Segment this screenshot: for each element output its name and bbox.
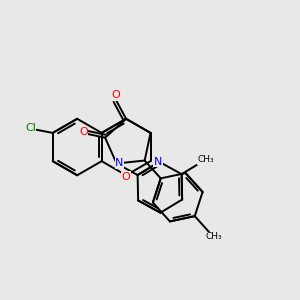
Text: O: O [79, 127, 88, 137]
Text: CH₃: CH₃ [197, 155, 214, 164]
Text: CH₃: CH₃ [205, 232, 222, 242]
Text: N: N [154, 157, 162, 167]
Text: Cl: Cl [25, 124, 36, 134]
Text: O: O [122, 172, 130, 182]
Text: N: N [116, 158, 124, 169]
Text: O: O [112, 90, 121, 100]
